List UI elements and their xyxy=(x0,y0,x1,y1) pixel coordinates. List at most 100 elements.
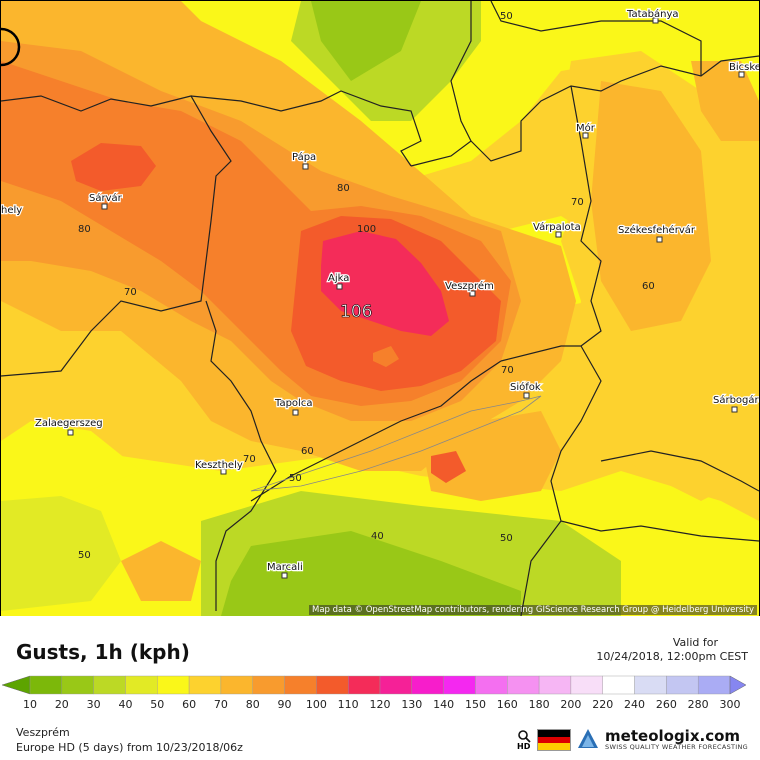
scale-swatch xyxy=(443,675,476,695)
weather-map[interactable]: Tatabánya Bicske Mór Pápa Sárvár Várpalo… xyxy=(0,0,760,617)
scale-tick-label: 180 xyxy=(529,698,550,711)
meteologix-logo-icon xyxy=(578,729,599,748)
scale-tick-label: 220 xyxy=(592,698,613,711)
contour-label: 70 xyxy=(501,365,514,376)
legend-title: Gusts, 1h (kph) xyxy=(16,640,190,664)
scale-arrow-low xyxy=(1,675,31,695)
brand-text-block[interactable]: meteologix.com SWISS QUALITY WEATHER FOR… xyxy=(605,727,748,752)
city-tatabanya: Tatabánya xyxy=(626,8,679,20)
scale-tick-label: 100 xyxy=(306,698,327,711)
contour-label: 60 xyxy=(301,446,314,457)
scale-tick-label: 200 xyxy=(560,698,581,711)
scale-tick-label: 10 xyxy=(23,698,37,711)
contour-label: 60 xyxy=(642,281,655,292)
city-mor: Mór xyxy=(576,122,596,134)
city-szekesfehervar: Székesfehérvár xyxy=(618,224,696,236)
scale-swatch xyxy=(379,675,413,695)
peak-value-label: 106 xyxy=(340,302,372,322)
city-tapolca: Tapolca xyxy=(274,398,312,409)
scale-swatch xyxy=(570,675,603,695)
city-zalaegerszeg: Zalaegerszeg xyxy=(35,418,103,429)
scale-tick-label: 110 xyxy=(338,698,359,711)
valid-for-label: Valid for xyxy=(672,636,718,649)
scale-tick-label: 50 xyxy=(150,698,164,711)
scale-tick-label: 120 xyxy=(370,698,391,711)
scale-tick-label: 130 xyxy=(401,698,422,711)
hd-toggle[interactable]: HD xyxy=(517,729,531,751)
contour-label: 80 xyxy=(78,224,91,235)
map-attribution[interactable]: Map data © OpenStreetMap contributors, r… xyxy=(309,605,757,615)
scale-tick-label: 20 xyxy=(55,698,69,711)
valid-time: 10/24/2018, 12:00pm CEST xyxy=(596,650,748,663)
city-bicske: Bicske xyxy=(729,62,759,73)
scale-swatch xyxy=(61,675,94,695)
footer-info: Veszprém Europe HD (5 days) from 10/23/2… xyxy=(16,725,243,755)
scale-swatch xyxy=(93,675,126,695)
scale-tick-label: 70 xyxy=(214,698,228,711)
scale-swatch xyxy=(157,675,190,695)
city-keszthely: Keszthely xyxy=(195,460,243,471)
contour-label: 40 xyxy=(371,531,384,542)
scale-tick-label: 280 xyxy=(688,698,709,711)
magnifier-icon xyxy=(518,730,531,743)
city-veszprem: Veszprém xyxy=(445,280,494,292)
scale-swatch xyxy=(411,675,444,695)
contour-label: 100 xyxy=(357,224,376,235)
scale-swatch xyxy=(634,675,667,695)
scale-swatch xyxy=(252,675,285,695)
location-label: Veszprém xyxy=(16,726,70,739)
scale-tick-label: 240 xyxy=(624,698,645,711)
contour-label: 50 xyxy=(289,473,302,484)
scale-tick-label: 300 xyxy=(720,698,741,711)
contour-label: 80 xyxy=(337,183,350,194)
scale-swatch xyxy=(29,675,63,695)
gust-map-canvas: Tatabánya Bicske Mór Pápa Sárvár Várpalo… xyxy=(1,1,759,616)
city-partial-left: hely xyxy=(1,205,22,216)
city-siofok: Siófok xyxy=(510,381,541,393)
valid-time-block: Valid for 10/24/2018, 12:00pm CEST xyxy=(596,636,748,664)
scale-swatch xyxy=(220,675,253,695)
scale-swatch xyxy=(538,675,572,695)
scale-tick-label: 150 xyxy=(465,698,486,711)
city-sarbogard: Sárbogárd xyxy=(713,394,759,406)
contour-label: 70 xyxy=(571,197,584,208)
scale-tick-label: 260 xyxy=(656,698,677,711)
color-scale: 10 20 30 40 50 60 70 80 90 100 110 120 130 140 150 160 1… xyxy=(1,675,747,711)
scale-swatch xyxy=(316,675,349,695)
contour-label: 50 xyxy=(500,11,513,22)
german-flag-icon[interactable] xyxy=(537,729,572,751)
scale-swatch xyxy=(125,675,158,695)
brand-area: HD meteologix.com SWISS QUALITY WEATHER … xyxy=(517,726,748,754)
scale-swatch xyxy=(347,675,381,695)
contour-label: 70 xyxy=(243,454,256,465)
contour-label: 50 xyxy=(78,550,91,561)
city-papa: Pápa xyxy=(292,151,316,163)
scale-tick-label: 80 xyxy=(246,698,260,711)
scale-swatch xyxy=(602,675,635,695)
city-ajka: Ajka xyxy=(328,273,349,284)
scale-swatch xyxy=(666,675,699,695)
legend-panel: Gusts, 1h (kph) Valid for 10/24/2018, 12… xyxy=(0,616,760,760)
contour-label: 50 xyxy=(500,533,513,544)
scale-swatch xyxy=(697,675,731,695)
scale-tick-label: 60 xyxy=(182,698,196,711)
scale-tick-label: 30 xyxy=(87,698,101,711)
city-sarvar: Sárvár xyxy=(89,192,123,204)
scale-swatch xyxy=(188,675,222,695)
scale-tick-label: 160 xyxy=(497,698,518,711)
scale-tick-label: 90 xyxy=(278,698,292,711)
scale-tick-label: 40 xyxy=(118,698,132,711)
contour-label: 70 xyxy=(124,287,137,298)
brand-name: meteologix.com xyxy=(605,727,741,745)
city-marcali: Marcali xyxy=(267,562,303,573)
scale-arrow-high xyxy=(729,675,747,695)
scale-swatch xyxy=(507,675,540,695)
scale-swatch xyxy=(475,675,508,695)
hd-label: HD xyxy=(517,742,531,751)
city-varpalota: Várpalota xyxy=(533,221,581,233)
scale-tick-label: 140 xyxy=(433,698,454,711)
scale-swatch xyxy=(284,675,317,695)
model-label: Europe HD (5 days) from 10/23/2018/06z xyxy=(16,741,243,754)
brand-tagline: SWISS QUALITY WEATHER FORECASTING xyxy=(605,743,748,751)
location-circle-marker xyxy=(1,27,21,67)
